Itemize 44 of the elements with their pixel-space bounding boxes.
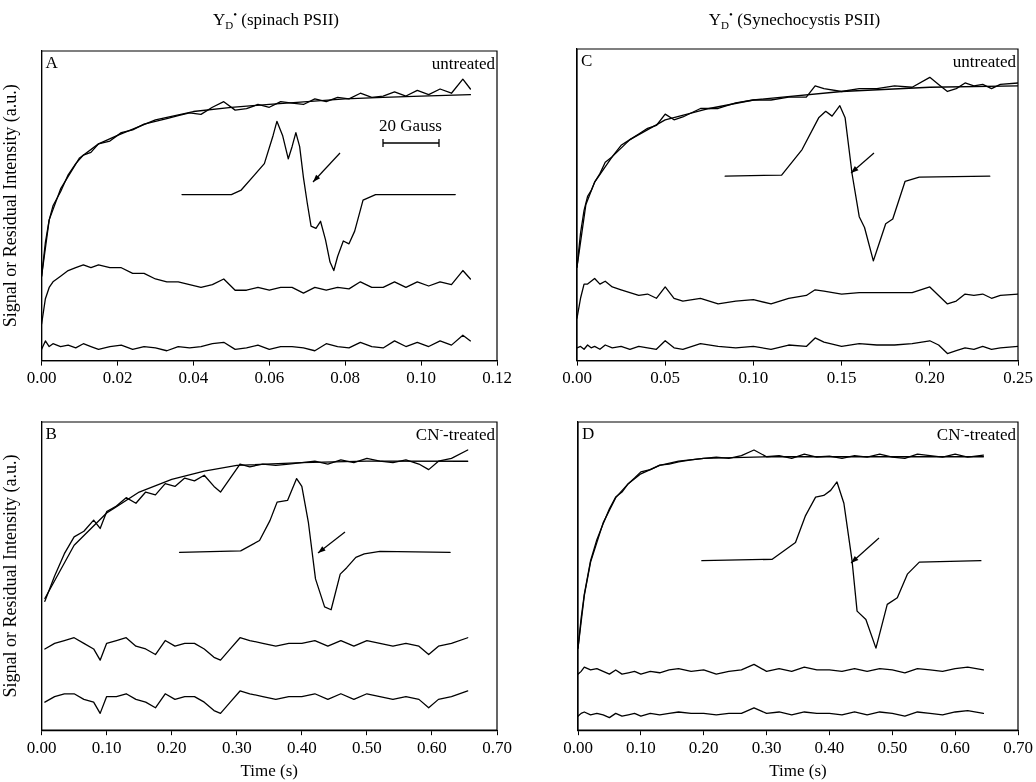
x-tick-label: 0.50	[877, 737, 908, 757]
x-tick-label: 0.40	[286, 737, 317, 757]
x-tick-label: 0.20	[156, 737, 187, 757]
x-tick-label: 0.15	[826, 368, 857, 388]
x-tick-label: 0.05	[650, 368, 681, 388]
x-axis-title: Time (s)	[240, 761, 299, 781]
x-tick-label: 0.25	[1003, 368, 1033, 388]
x-tick-label: 0.30	[221, 737, 252, 757]
x-tick-label: 0.50	[352, 737, 382, 757]
x-tick-label: 0.10	[625, 737, 656, 757]
annotation: 20 Gauss	[379, 116, 442, 136]
text: B	[45, 424, 57, 443]
x-axis-title: Time (s)	[769, 761, 827, 781]
x-tick-label: 0.00	[562, 368, 592, 388]
x-tick-label: 0.06	[254, 368, 285, 388]
text: C	[581, 51, 593, 70]
text: A	[45, 53, 59, 72]
y-axis-title: Signal or Residual Intensity (a.u.)	[0, 454, 21, 698]
x-tick-label: 0.60	[417, 737, 447, 757]
x-tick-label: 0.70	[1003, 737, 1033, 757]
x-tick-label: 0.70	[482, 737, 512, 757]
x-tick-label: 0.30	[751, 737, 782, 757]
chart-title: Y$_{D}$$^{•}$ (Synechocystis PSII)	[707, 8, 882, 32]
x-tick-label: 0.00	[26, 737, 57, 757]
x-tick-label: 0.10	[91, 737, 122, 757]
x-tick-label: 0.08	[330, 368, 361, 388]
x-tick-label: 0.00	[26, 368, 57, 388]
x-tick-label: 0.20	[688, 737, 719, 757]
x-tick-label: 0.40	[814, 737, 845, 757]
text: D	[582, 424, 595, 443]
y-axis-title: Signal or Residual Intensity (a.u.)	[0, 84, 21, 328]
x-tick-label: 0.60	[940, 737, 971, 757]
chart-title: Y$_{D}$$^{•}$ (spinach PSII)	[211, 8, 341, 32]
x-tick-label: 0.12	[482, 368, 512, 388]
text: CN--treated	[936, 423, 1017, 444]
x-tick-label: 0.00	[563, 737, 593, 757]
x-tick-label: 0.02	[102, 368, 133, 388]
x-tick-label: 0.10	[406, 368, 436, 388]
x-tick-label: 0.10	[738, 368, 769, 388]
text: untreated	[952, 52, 1017, 71]
x-tick-label: 0.20	[914, 368, 945, 388]
text: untreated	[431, 54, 496, 73]
text: CN--treated	[415, 423, 496, 444]
x-tick-label: 0.04	[178, 368, 209, 388]
